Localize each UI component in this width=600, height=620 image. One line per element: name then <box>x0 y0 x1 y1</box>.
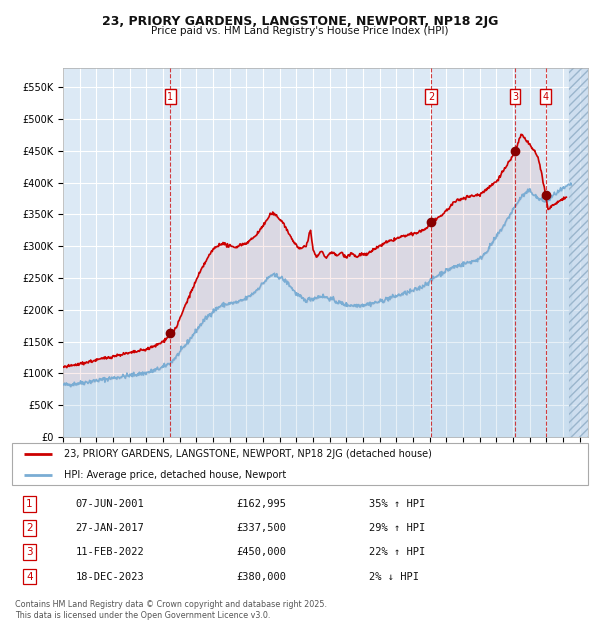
Text: 2: 2 <box>428 92 434 102</box>
Text: 1: 1 <box>167 92 173 102</box>
Text: Price paid vs. HM Land Registry's House Price Index (HPI): Price paid vs. HM Land Registry's House … <box>151 26 449 36</box>
Text: 07-JUN-2001: 07-JUN-2001 <box>76 498 144 509</box>
Text: £380,000: £380,000 <box>236 572 287 582</box>
Text: 27-JAN-2017: 27-JAN-2017 <box>76 523 144 533</box>
Text: £337,500: £337,500 <box>236 523 287 533</box>
Text: Contains HM Land Registry data © Crown copyright and database right 2025.
This d: Contains HM Land Registry data © Crown c… <box>15 600 327 619</box>
Text: 4: 4 <box>26 572 32 582</box>
Text: £162,995: £162,995 <box>236 498 287 509</box>
Text: 3: 3 <box>26 547 32 557</box>
Text: 35% ↑ HPI: 35% ↑ HPI <box>369 498 425 509</box>
Text: 4: 4 <box>542 92 549 102</box>
Text: HPI: Average price, detached house, Newport: HPI: Average price, detached house, Newp… <box>64 470 286 480</box>
Text: £450,000: £450,000 <box>236 547 287 557</box>
Text: 22% ↑ HPI: 22% ↑ HPI <box>369 547 425 557</box>
Bar <box>569 68 588 437</box>
Text: 2% ↓ HPI: 2% ↓ HPI <box>369 572 419 582</box>
Text: 23, PRIORY GARDENS, LANGSTONE, NEWPORT, NP18 2JG (detached house): 23, PRIORY GARDENS, LANGSTONE, NEWPORT, … <box>64 450 432 459</box>
Text: 11-FEB-2022: 11-FEB-2022 <box>76 547 144 557</box>
Text: 18-DEC-2023: 18-DEC-2023 <box>76 572 144 582</box>
Text: 3: 3 <box>512 92 518 102</box>
Text: 23, PRIORY GARDENS, LANGSTONE, NEWPORT, NP18 2JG: 23, PRIORY GARDENS, LANGSTONE, NEWPORT, … <box>102 16 498 29</box>
Text: 2: 2 <box>26 523 32 533</box>
Text: 1: 1 <box>26 498 32 509</box>
Text: 29% ↑ HPI: 29% ↑ HPI <box>369 523 425 533</box>
